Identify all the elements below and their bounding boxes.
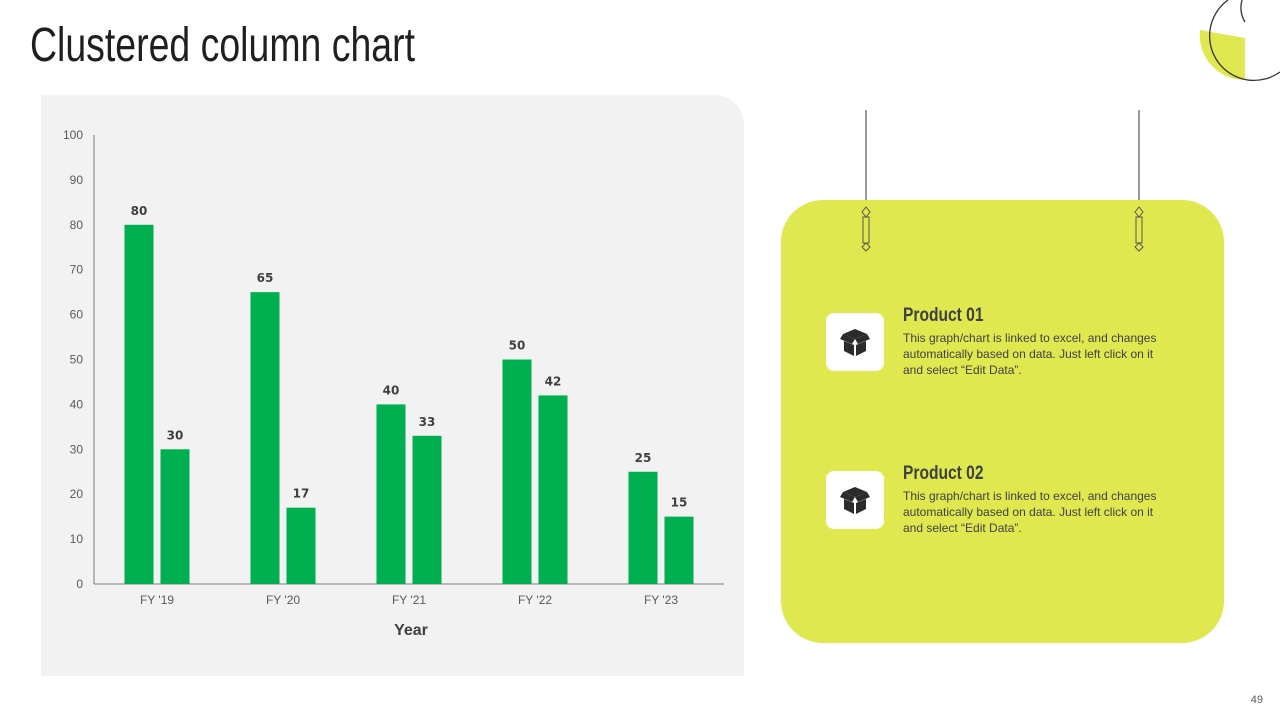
- y-tick-label: 90: [70, 173, 84, 187]
- data-label: 42: [545, 374, 562, 388]
- data-label: 15: [671, 496, 688, 510]
- bar: [286, 507, 316, 584]
- product-description: This graph/chart is linked to excel, and…: [903, 489, 1157, 535]
- y-tick-label: 0: [76, 577, 83, 591]
- data-label: 33: [419, 415, 436, 429]
- bar: [628, 471, 658, 584]
- y-tick-label: 50: [70, 353, 84, 367]
- y-tick-label: 100: [63, 128, 83, 142]
- y-tick-label: 70: [70, 263, 84, 277]
- bars: 80 30 65 17 40 33 50 42 25 15: [124, 204, 694, 585]
- clustered-column-chart: 0 10 20 30 40 50 60 70 80 90 100 80 30 65 17 40 33 50 42 2…: [63, 128, 724, 639]
- hanger-clip-left: [861, 206, 871, 252]
- box-icon: [826, 471, 884, 529]
- bar: [376, 404, 406, 584]
- x-tick-label: FY '22: [518, 593, 552, 607]
- product-title: Product 02: [903, 463, 984, 484]
- x-axis-ticks: FY '19 FY '20 FY '21 FY '22 FY '23: [140, 593, 678, 607]
- x-tick-label: FY '23: [644, 593, 678, 607]
- box-icon: [826, 313, 884, 371]
- bar: [412, 435, 442, 584]
- corner-decoration: [1199, 0, 1280, 82]
- bar: [124, 224, 154, 585]
- data-label: 17: [293, 487, 310, 501]
- decoration-arc: [1240, 0, 1246, 23]
- data-label: 40: [383, 383, 400, 397]
- data-label: 30: [167, 428, 184, 442]
- data-label: 65: [257, 271, 274, 285]
- product-card: [781, 200, 1224, 643]
- bar: [250, 292, 280, 584]
- product-description: This graph/chart is linked to excel, and…: [903, 331, 1157, 377]
- x-axis-title: Year: [394, 622, 428, 639]
- data-label: 25: [635, 451, 652, 465]
- y-tick-label: 40: [70, 397, 84, 411]
- y-tick-label: 20: [70, 487, 84, 501]
- decoration-arc: [1208, 0, 1280, 82]
- bar: [538, 395, 568, 584]
- page-number: 49: [1250, 694, 1263, 706]
- hanger-clip-right: [1134, 206, 1144, 252]
- y-tick-label: 80: [70, 218, 84, 232]
- y-axis-ticks: 0 10 20 30 40 50 60 70 80 90 100: [63, 128, 83, 591]
- y-tick-label: 30: [70, 442, 84, 456]
- bar: [664, 516, 694, 584]
- y-tick-label: 10: [70, 532, 84, 546]
- data-label: 80: [131, 204, 148, 218]
- product-title: Product 01: [903, 305, 984, 326]
- x-tick-label: FY '21: [392, 593, 426, 607]
- bar: [502, 359, 532, 584]
- x-tick-label: FY '19: [140, 593, 174, 607]
- page-title: Clustered column chart: [30, 19, 415, 72]
- decoration-leaf-shape: [1199, 30, 1245, 81]
- y-tick-label: 60: [70, 308, 84, 322]
- data-label: 50: [509, 339, 526, 353]
- bar: [160, 449, 190, 584]
- x-tick-label: FY '20: [266, 593, 300, 607]
